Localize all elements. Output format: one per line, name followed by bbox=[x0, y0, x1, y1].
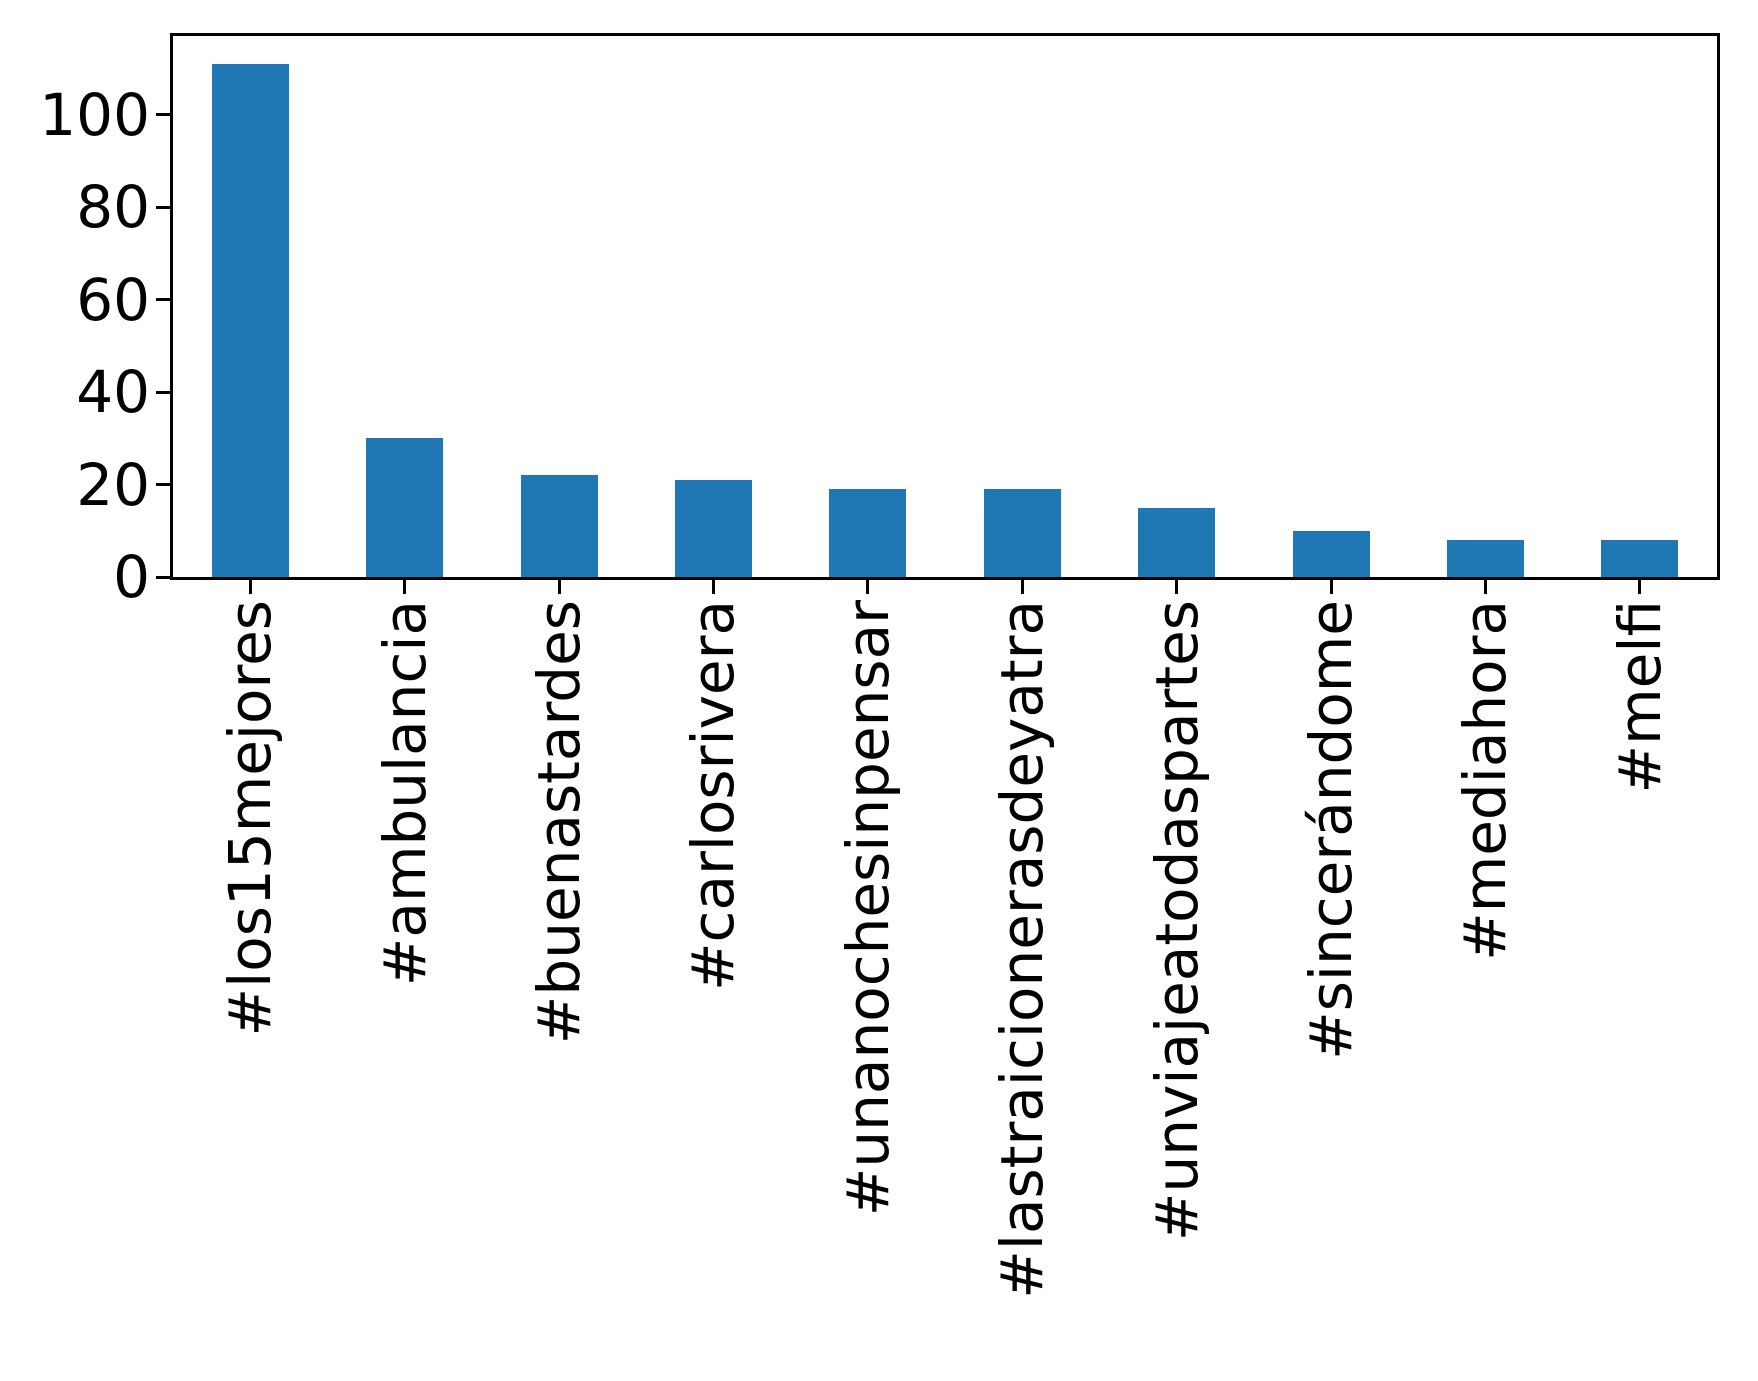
bar-carlosrivera bbox=[674, 479, 752, 577]
x-tick-label-text: #unanochesinpensar bbox=[833, 600, 902, 1217]
x-tick-label-lastraicionerasdeyatra: #lastraicionerasdeyatra bbox=[988, 600, 1057, 1303]
x-tick-label-text: #sincerándome bbox=[1297, 600, 1365, 1060]
x-tick-mark-9 bbox=[1483, 580, 1487, 594]
x-tick-label-unviajeatodaspartes: #unviajeatodaspartes bbox=[1142, 600, 1211, 1245]
plot-area bbox=[170, 33, 1720, 580]
bar-mediahora bbox=[1446, 540, 1524, 577]
x-tick-label-buenastardes: #buenastardes bbox=[525, 600, 593, 1048]
bar-unanochesinpensar bbox=[829, 489, 907, 577]
x-tick-label-text: #carlosrivera bbox=[679, 600, 748, 992]
y-tick-mark-80 bbox=[156, 205, 170, 209]
x-tick-label-mediahora: #mediahora bbox=[1451, 600, 1520, 965]
x-tick-mark-3 bbox=[557, 580, 561, 594]
bar-los15mejores bbox=[211, 63, 289, 577]
bar-sincerándome bbox=[1292, 530, 1370, 577]
y-tick-mark-60 bbox=[156, 298, 170, 302]
x-tick-label-text: #unviajeatodaspartes bbox=[1142, 600, 1211, 1242]
x-tick-mark-5 bbox=[866, 580, 870, 594]
x-tick-mark-7 bbox=[1175, 580, 1179, 594]
x-tick-mark-4 bbox=[711, 580, 715, 594]
bar-buenastardes bbox=[520, 475, 598, 577]
x-tick-label-text: #ambulancia bbox=[370, 600, 439, 987]
x-tick-mark-8 bbox=[1329, 580, 1333, 594]
x-tick-mark-1 bbox=[248, 580, 252, 594]
x-tick-label-text: #buenastardes bbox=[525, 600, 593, 1045]
x-tick-label-text: #lastraicionerasdeyatra bbox=[988, 600, 1057, 1299]
y-tick-mark-0 bbox=[156, 575, 170, 579]
bar-ambulancia bbox=[366, 438, 444, 577]
y-tick-label-60: 60 bbox=[76, 265, 150, 334]
x-tick-mark-10 bbox=[1638, 580, 1642, 594]
x-tick-label-text: #melfi bbox=[1605, 600, 1674, 794]
y-tick-label-80: 80 bbox=[76, 173, 150, 242]
bar-lastraicionerasdeyatra bbox=[983, 489, 1061, 577]
y-tick-label-20: 20 bbox=[76, 450, 150, 519]
x-tick-mark-2 bbox=[403, 580, 407, 594]
x-tick-label-los15mejores: #los15mejores bbox=[216, 600, 285, 1040]
y-tick-label-40: 40 bbox=[76, 358, 150, 427]
y-tick-mark-100 bbox=[156, 113, 170, 117]
x-tick-label-melfi: #melfi bbox=[1605, 600, 1674, 797]
x-tick-mark-6 bbox=[1020, 580, 1024, 594]
x-tick-label-ambulancia: #ambulancia bbox=[370, 600, 439, 990]
y-tick-mark-20 bbox=[156, 483, 170, 487]
bar-melfi bbox=[1601, 540, 1679, 577]
y-tick-label-0: 0 bbox=[113, 543, 150, 611]
x-tick-label-sincerándome: #sincerándome bbox=[1297, 600, 1365, 1064]
y-tick-label-100: 100 bbox=[39, 80, 150, 149]
y-tick-mark-40 bbox=[156, 390, 170, 394]
bar-unviajeatodaspartes bbox=[1138, 507, 1216, 577]
x-tick-label-unanochesinpensar: #unanochesinpensar bbox=[833, 600, 902, 1220]
x-tick-label-text: #mediahora bbox=[1451, 600, 1520, 961]
x-tick-label-carlosrivera: #carlosrivera bbox=[679, 600, 748, 995]
x-tick-label-text: #los15mejores bbox=[216, 600, 285, 1037]
